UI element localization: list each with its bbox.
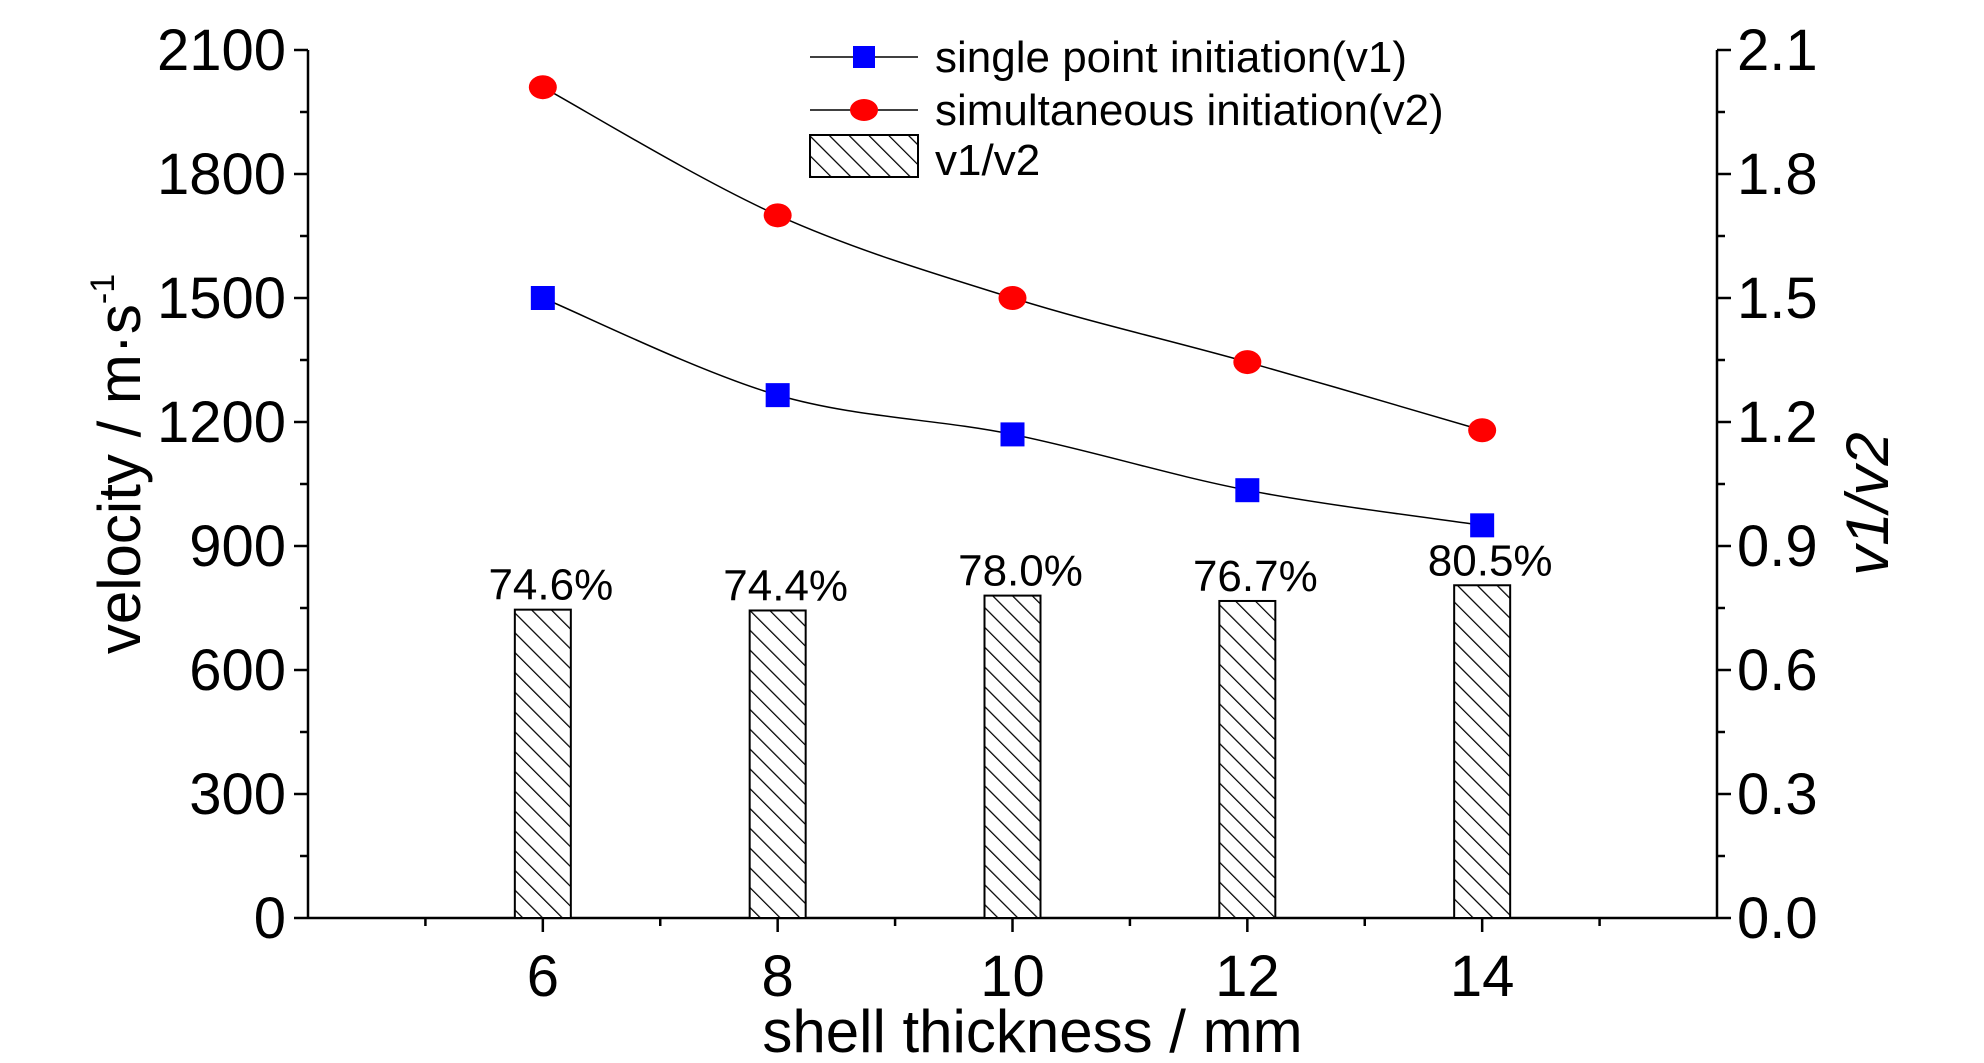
y2-tick-label: 2.1 [1737, 18, 1818, 83]
y2-tick-label: 0.9 [1737, 514, 1818, 579]
bar-value-label: 80.5% [1428, 536, 1553, 585]
axis-titles: shell thickness / mm velocity / m·s-1 v1/v… [84, 274, 1901, 1063]
ratio-bar [748, 609, 807, 919]
y2-tick-label: 0.6 [1737, 638, 1818, 703]
ratio-bar [983, 594, 1042, 919]
y2-tick-label: 1.8 [1737, 142, 1818, 207]
bar-labels: 74.6% 74.4% 78.0% 76.7% 80.5% [488, 536, 1552, 610]
velocity-lines [528, 75, 1497, 538]
v1-data-point [1235, 478, 1260, 503]
legend-square-marker [853, 46, 875, 68]
ratio-bar [513, 608, 572, 919]
v2-data-point [763, 203, 792, 228]
legend-hatch-sample [809, 134, 919, 178]
y2-tick-label: 1.2 [1737, 390, 1818, 455]
y2-tick-label: 1.5 [1737, 266, 1818, 331]
x-tick-label: 8 [762, 944, 794, 1009]
v2-data-point [528, 75, 557, 100]
legend-label: v1/v2 [935, 136, 1040, 185]
v1-data-point [530, 286, 555, 310]
x-tick-label: 12 [1215, 944, 1280, 1009]
legend: single point initiation(v1)simultaneous … [809, 33, 1444, 185]
v2-data-point [1233, 350, 1262, 375]
x-axis-title: shell thickness / mm [762, 998, 1302, 1063]
ratio-bar [1453, 584, 1512, 919]
legend-circle-marker [850, 99, 878, 121]
v1-series-line [542, 297, 1483, 527]
ratio-bar [1218, 599, 1277, 919]
legend-label: single point initiation(v1) [935, 33, 1407, 82]
bar-value-label: 76.7% [1193, 552, 1318, 601]
v1-data-point [1470, 513, 1495, 538]
y-tick-label: 1500 [157, 266, 286, 331]
bar-value-label: 74.4% [723, 561, 848, 610]
v1-data-point [1000, 422, 1025, 447]
y2-tick-label: 0.3 [1737, 762, 1818, 827]
v2-data-point [1468, 418, 1497, 443]
legend-label: simultaneous initiation(v2) [935, 86, 1444, 135]
y-tick-label: 600 [189, 638, 286, 703]
y-tick-label: 0 [254, 886, 286, 951]
y-tick-label: 900 [189, 514, 286, 579]
v1-data-point [765, 383, 790, 408]
y-tick-label: 2100 [157, 18, 286, 83]
y2-axis-title: v1/v2 [1834, 432, 1901, 575]
ratio-bars [513, 584, 1512, 919]
y-tick-label: 1200 [157, 390, 286, 455]
bar-value-label: 78.0% [958, 547, 1083, 596]
y-tick-label: 1800 [157, 142, 286, 207]
axes: 0 300 600 900 1200 1500 1800 2100 0.0 0.3 0.6 0.9 1.… [157, 18, 1818, 1009]
v2-data-point [998, 286, 1027, 310]
y-tick-label: 300 [189, 762, 286, 827]
x-tick-label: 6 [527, 944, 559, 1009]
y2-tick-label: 0.0 [1737, 886, 1818, 951]
y-axis-title-superscript: -1 [84, 274, 122, 304]
x-tick-label: 10 [980, 944, 1045, 1009]
x-tick-label: 14 [1450, 944, 1515, 1009]
bar-value-label: 74.6% [488, 561, 613, 610]
y-axis-title: velocity / m·s-1 [84, 274, 153, 654]
